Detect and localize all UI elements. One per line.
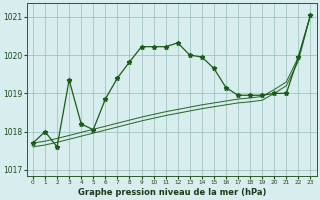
- X-axis label: Graphe pression niveau de la mer (hPa): Graphe pression niveau de la mer (hPa): [77, 188, 266, 197]
